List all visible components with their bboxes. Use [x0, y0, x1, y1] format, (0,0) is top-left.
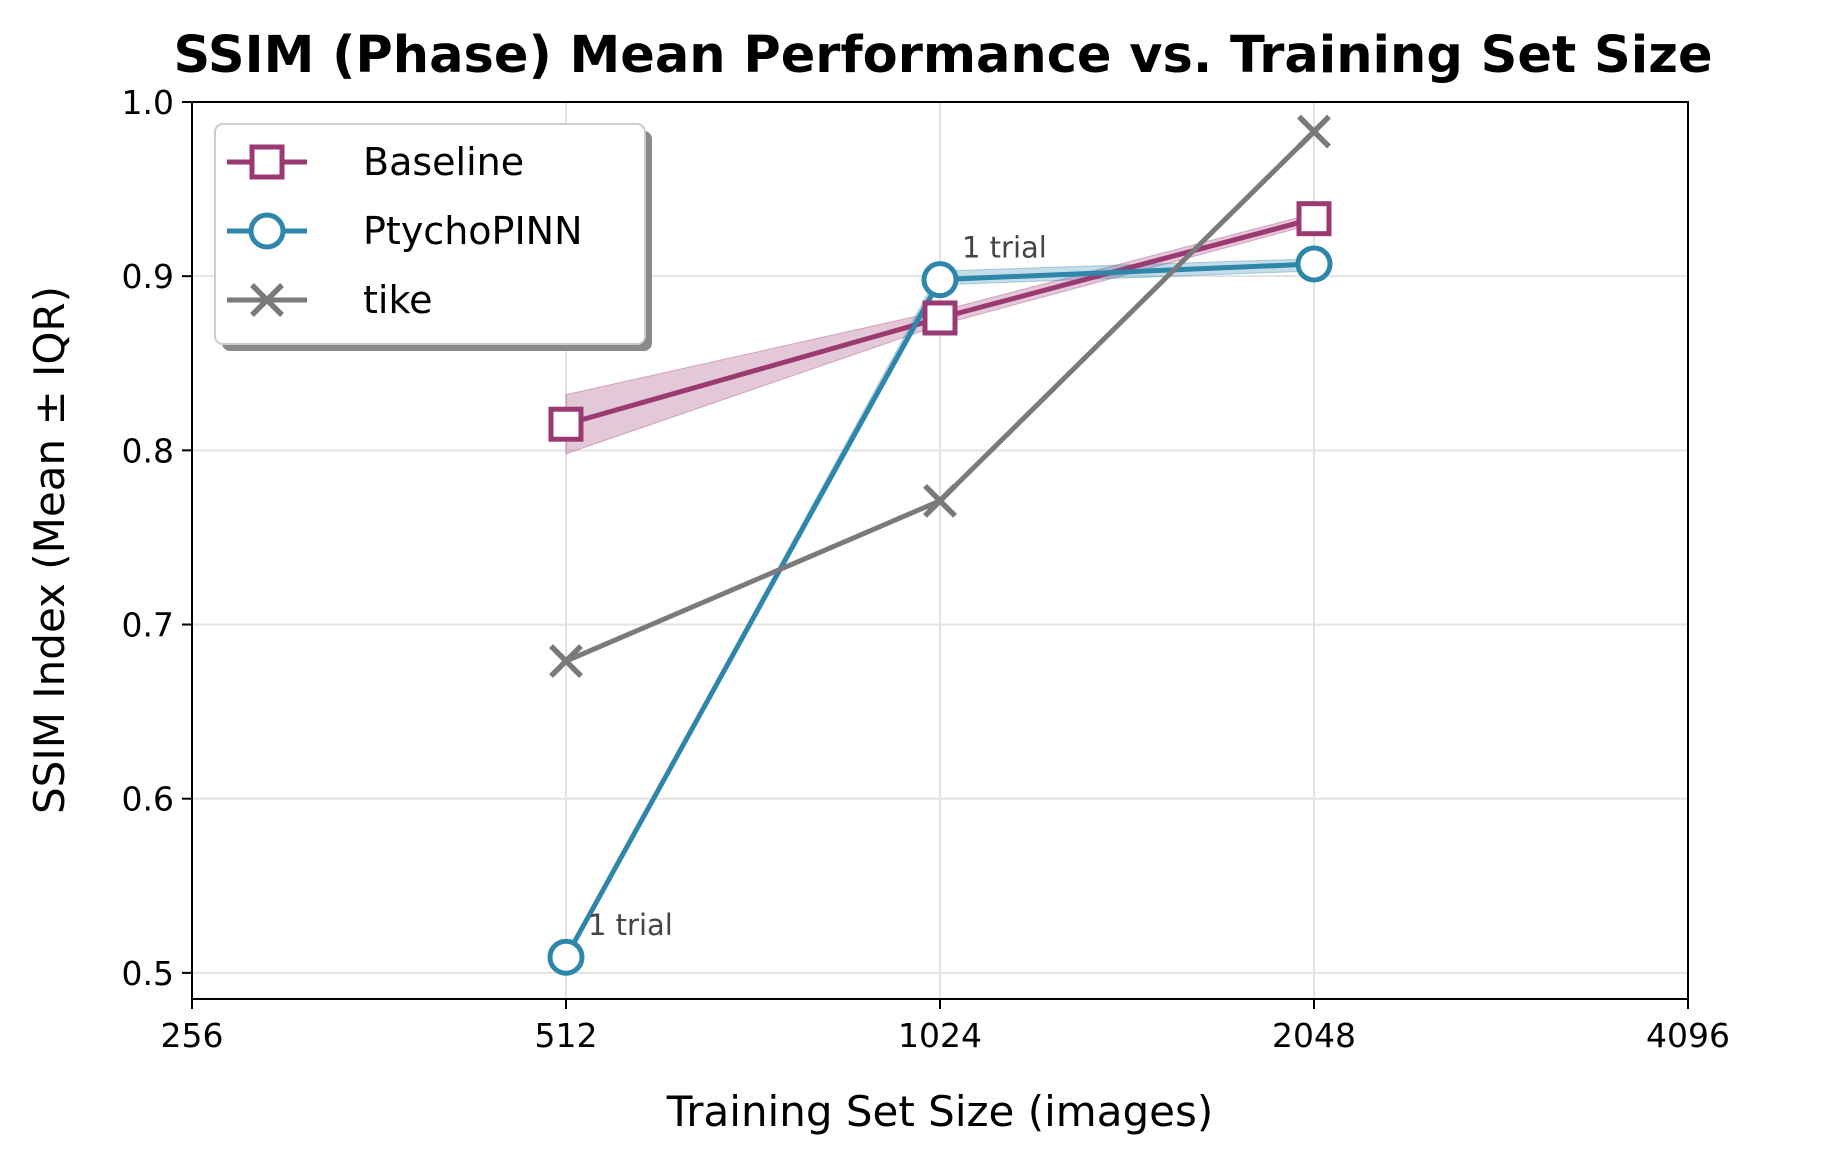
data-point-baseline	[922, 300, 958, 336]
legend: Baseline PtychoPINN tike	[214, 123, 652, 351]
y-axis-label: SSIM Index (Mean ± IQR)	[25, 286, 74, 814]
y-tick-label: 1.0	[122, 83, 174, 122]
data-point-ptychopinn	[547, 938, 585, 976]
data-point-tike	[549, 644, 583, 679]
annotation-label: 1 trial	[588, 908, 673, 942]
annotation-label: 1 trial	[962, 231, 1047, 265]
legend-marker-ptychopinn	[248, 212, 286, 250]
x-axis-label: Training Set Size (images)	[666, 1087, 1213, 1136]
x-tick-label: 4096	[1646, 1016, 1730, 1055]
y-tick-label: 0.7	[122, 606, 174, 645]
legend-label-tike: tike	[363, 278, 433, 322]
chart-title: SSIM (Phase) Mean Performance vs. Traini…	[173, 26, 1712, 85]
data-point-ptychopinn	[1295, 245, 1333, 283]
data-point-baseline	[1296, 201, 1332, 237]
legend-label-ptychopinn: PtychoPINN	[363, 209, 583, 253]
marker-x-stroke	[549, 644, 583, 679]
marker-x-stroke	[1297, 114, 1331, 149]
y-tick-label: 0.6	[122, 780, 174, 819]
x-axis-ticks: 256 512 1024 2048 4096	[161, 999, 1730, 1055]
marker-x-stroke	[923, 483, 957, 518]
x-tick-label: 2048	[1272, 1016, 1356, 1055]
data-point-tike	[1297, 114, 1331, 149]
y-tick-label: 0.5	[122, 954, 174, 993]
data-point-tike	[923, 483, 957, 518]
x-tick-label: 256	[161, 1016, 224, 1055]
data-point-ptychopinn	[921, 261, 959, 299]
legend-label-baseline: Baseline	[363, 140, 524, 184]
series-markers	[547, 114, 1333, 976]
legend-box	[214, 123, 646, 345]
legend-marker-baseline	[249, 144, 285, 180]
annotations: 1 trial 1 trial	[588, 231, 1047, 943]
x-tick-label: 512	[535, 1016, 598, 1055]
x-tick-label: 1024	[898, 1016, 982, 1055]
marker-x-stroke	[250, 283, 284, 317]
legend-marker-tike	[250, 283, 284, 317]
y-tick-label: 0.9	[122, 257, 174, 296]
y-axis-ticks: 0.5 0.6 0.7 0.8 0.9 1.0	[122, 83, 192, 993]
data-point-baseline	[548, 406, 584, 442]
y-tick-label: 0.8	[122, 431, 174, 470]
